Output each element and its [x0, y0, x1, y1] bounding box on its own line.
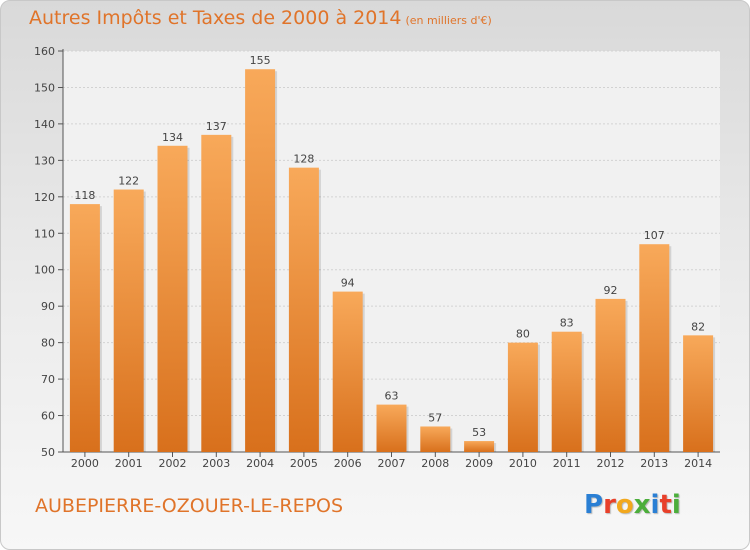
chart-title: Autres Impôts et Taxes de 2000 à 2014 (en…	[29, 7, 492, 29]
x-tick-label: 2000	[71, 457, 99, 470]
x-tick-label: 2007	[378, 457, 406, 470]
data-label: 80	[516, 328, 530, 341]
y-tick-label: 140	[34, 118, 55, 131]
y-tick-label: 60	[41, 410, 55, 423]
bar	[683, 335, 714, 452]
x-tick-label: 2002	[159, 457, 187, 470]
data-label: 92	[604, 284, 618, 297]
x-tick-label: 2004	[246, 457, 274, 470]
bar	[420, 426, 451, 452]
data-label: 128	[293, 153, 314, 166]
x-tick-label: 2005	[290, 457, 318, 470]
bar	[113, 189, 144, 452]
y-tick-label: 160	[34, 45, 55, 58]
x-tick-label: 2012	[597, 457, 625, 470]
y-tick-label: 50	[41, 446, 55, 459]
data-label: 53	[472, 426, 486, 439]
logo-letter: t	[659, 490, 672, 520]
data-label: 107	[644, 229, 665, 242]
logo-letter: P	[584, 490, 604, 520]
chart-unit: (en milliers d'€)	[405, 14, 492, 27]
bar	[551, 331, 582, 452]
data-label: 122	[118, 175, 139, 188]
bar	[464, 441, 495, 452]
y-tick-label: 130	[34, 154, 55, 167]
bar	[288, 167, 319, 452]
x-tick-label: 2001	[115, 457, 143, 470]
x-tick-label: 2011	[553, 457, 581, 470]
logo-letter: i	[671, 490, 681, 520]
data-label: 63	[385, 390, 399, 403]
chart-title-text: Autres Impôts et Taxes de 2000 à 2014	[29, 7, 402, 29]
data-label: 94	[341, 277, 355, 290]
y-tick-label: 80	[41, 337, 55, 350]
data-label: 134	[162, 131, 183, 144]
data-label: 118	[74, 189, 95, 202]
data-label: 155	[250, 54, 271, 67]
x-tick-label: 2006	[334, 457, 362, 470]
proxiti-logo: Proxiti	[584, 490, 681, 520]
y-tick-label: 150	[34, 81, 55, 94]
y-tick-label: 90	[41, 300, 55, 313]
x-tick-label: 2013	[640, 457, 668, 470]
x-tick-label: 2010	[509, 457, 537, 470]
y-tick-label: 70	[41, 373, 55, 386]
x-tick-label: 2009	[465, 457, 493, 470]
bar	[639, 244, 670, 452]
x-tick-label: 2008	[421, 457, 449, 470]
x-tick-label: 2003	[202, 457, 230, 470]
bar	[507, 342, 538, 452]
data-label: 57	[428, 411, 442, 424]
y-tick-label: 120	[34, 191, 55, 204]
bar	[69, 204, 100, 452]
bar	[245, 69, 276, 453]
bar	[595, 298, 626, 452]
logo-letter: o	[615, 490, 634, 520]
y-tick-label: 100	[34, 264, 55, 277]
data-label: 137	[206, 120, 227, 133]
data-label: 82	[691, 320, 705, 333]
logo-letter: x	[633, 490, 651, 520]
data-label: 83	[560, 317, 574, 330]
bar	[157, 145, 188, 453]
bar	[201, 134, 232, 452]
commune-name: AUBEPIERRE-OZOUER-LE-REPOS	[35, 495, 344, 517]
bar	[332, 291, 363, 452]
bar	[376, 404, 407, 452]
logo-letter: r	[603, 490, 616, 520]
x-tick-label: 2014	[684, 457, 712, 470]
logo-letter: i	[650, 490, 660, 520]
y-tick-label: 110	[34, 227, 55, 240]
